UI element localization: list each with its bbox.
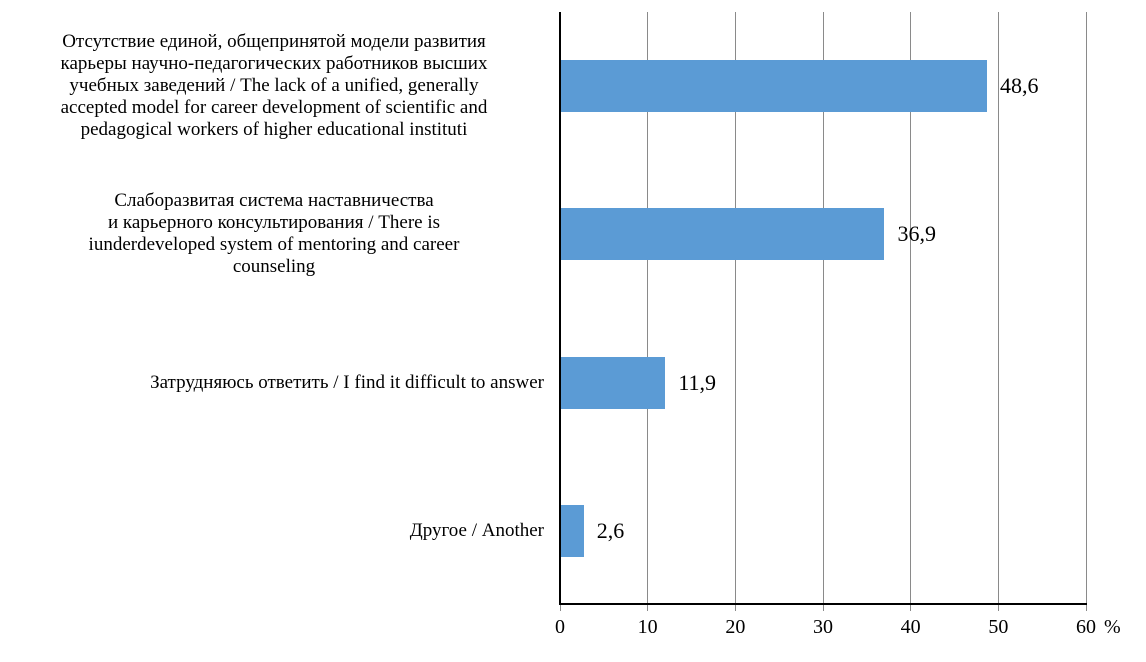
category-label-line: pedagogical workers of higher educationa… [80,119,468,141]
bar-value-label: 48,6 [1000,73,1039,99]
category-label-line: Отсутствие единой, общепринятой модели р… [62,31,486,53]
bar [561,356,666,409]
bar-value-label: 36,9 [897,221,936,247]
bar [561,504,584,557]
axis-tick-mark [559,605,561,611]
category-label-line: Слаборазвитая система наставничества [114,190,434,212]
gridline [734,12,736,605]
x-tick-label: 30 [813,616,833,638]
plot-area: 48,6 36,9 11,9 2,6 [559,12,1087,611]
category-label-line: Затрудняюсь ответить / I find it difficu… [150,371,544,393]
x-tick-label: 60 [1076,616,1096,638]
gridline [1085,12,1087,605]
category-label: Другое / Another [0,457,548,605]
x-tick-label: 40 [900,616,921,638]
gridline [997,12,999,605]
axis-tick-mark [910,605,912,611]
gridline [647,12,649,605]
x-axis-unit-label: % [1104,616,1121,638]
bar-value-label: 2,6 [596,517,625,543]
category-label-line: карьеры научно-педагогических работников… [60,53,488,75]
axis-tick-mark [734,605,736,611]
x-tick-label: 0 [555,616,565,638]
gridline [822,12,824,605]
category-label-line: учебных заведений / The lack of a unifie… [69,75,479,97]
category-label-line: accepted model for career development of… [60,97,488,119]
category-label-line: Другое / Another [409,519,544,541]
category-label: Отсутствие единой, общепринятой модели р… [0,12,548,160]
x-tick-label: 20 [725,616,746,638]
axis-tick-mark [997,605,999,611]
x-tick-label: 10 [637,616,658,638]
axis-tick-mark [822,605,824,611]
bar [561,208,885,261]
category-label: Слаборазвитая система наставничества и ка… [0,160,548,308]
bar [561,60,988,113]
category-label-line: counseling [232,256,316,278]
category-label-line: и карьерного консультирования / There is [107,212,441,234]
category-label: Затрудняюсь ответить / I find it difficu… [0,309,548,457]
axis-tick-mark [1085,605,1087,611]
y-axis-line [559,12,561,605]
axis-tick-mark [647,605,649,611]
category-labels: Отсутствие единой, общепринятой модели р… [0,12,548,605]
x-tick-label: 50 [988,616,1009,638]
gridline [910,12,912,605]
x-axis-line [559,603,1087,605]
category-label-line: iunderdeveloped system of mentoring and … [88,234,460,256]
bar-value-label: 11,9 [678,369,716,395]
